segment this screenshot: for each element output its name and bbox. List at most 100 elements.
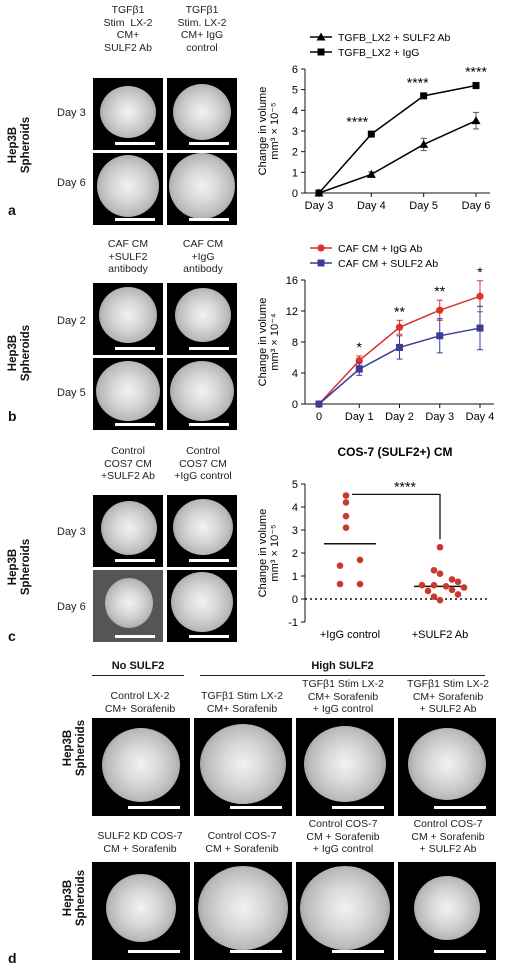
significance-label: **	[434, 283, 445, 299]
data-point	[342, 524, 350, 531]
significance-label: *	[357, 339, 363, 355]
panel-c-letter: c	[8, 628, 16, 644]
data-point	[454, 591, 462, 598]
significance-label: ****	[394, 478, 416, 494]
y-tick-label: 1	[292, 167, 298, 179]
data-point	[436, 306, 444, 314]
x-tick-label: +IgG control	[320, 629, 380, 641]
data-point	[448, 576, 456, 583]
data-point	[355, 365, 363, 373]
x-tick-label: Day 3	[425, 411, 454, 423]
panel-b-row2-label: Day 5	[57, 387, 86, 399]
panel-d-r2-c3-label: Control COS-7 CM + Sorafenib + IgG contr…	[306, 818, 380, 855]
y-tick-label: -1	[288, 617, 298, 629]
data-point	[420, 92, 428, 100]
data-point	[436, 543, 444, 551]
panel-d-row1-axis-label: Hep3B Spheroids	[62, 719, 87, 777]
data-point	[430, 593, 438, 600]
significance-label: ****	[465, 63, 487, 79]
data-point	[472, 82, 480, 90]
micrograph	[167, 358, 237, 430]
panel-d-r1-c2-label: TGFβ1 Stim LX-2 CM+ Sorafenib	[201, 690, 283, 715]
data-point	[471, 116, 481, 125]
y-tick-label: 16	[286, 275, 298, 287]
panel-d-r2-c1-label: SULF2 KD COS-7 CM + Sorafenib	[97, 830, 183, 855]
legend-label: CAF CM + SULF2 Ab	[338, 258, 438, 270]
y-axis-label: Change in volumemm³ × 10⁻⁵	[257, 87, 281, 176]
micrograph	[93, 495, 163, 567]
panel-d-letter: d	[8, 950, 17, 966]
legend-label: TGFB_LX2 + IgG	[338, 47, 419, 59]
panel-b-col1-label: CAF CM +SULF2 antibody	[107, 238, 149, 275]
data-point	[395, 323, 404, 331]
data-point	[436, 332, 444, 340]
x-tick-label: Day 1	[345, 411, 374, 423]
micrograph	[93, 358, 163, 430]
data-point	[454, 578, 462, 586]
micrograph	[167, 78, 237, 150]
significance-bracket	[352, 493, 441, 540]
panel-c-col1-label: Control COS7 CM +SULF2 Ab	[101, 445, 155, 482]
micrograph	[167, 283, 237, 355]
micrograph	[398, 718, 496, 816]
x-tick-label: Day 5	[409, 200, 438, 212]
x-tick-label: Day 4	[357, 200, 386, 212]
chart-c: COS-7 (SULF2+) CM -1 0 1 2 3 4 5 Change in volum…	[257, 445, 490, 641]
data-point	[436, 596, 444, 604]
micrograph	[167, 495, 237, 567]
panel-b-letter: b	[8, 408, 17, 424]
panel-d-r2-c2-label: Control COS-7 CM + Sorafenib	[205, 830, 279, 855]
panel-d-group1-label: No SULF2	[111, 660, 165, 672]
y-axis-label: Change in volumemm³ × 10⁻⁵	[257, 509, 281, 598]
panel-d-r2-c4-label: Control COS-7 CM + Sorafenib + SULF2 Ab	[411, 818, 485, 855]
significance-label: *	[477, 264, 483, 280]
data-point	[342, 512, 350, 520]
micrograph	[93, 283, 163, 355]
significance-label: ****	[346, 113, 368, 129]
legend-label: TGFB_LX2 + SULF2 Ab	[338, 32, 451, 44]
y-tick-label: 0	[292, 188, 298, 200]
data-point	[336, 580, 344, 588]
chart-b: 0 4 8 12 16 0 Day 1 Day 2 Day 3 Day 4 Change in vo…	[257, 243, 495, 423]
micrograph	[92, 862, 190, 960]
y-tick-label: 3	[292, 126, 298, 138]
y-tick-label: 4	[292, 105, 298, 117]
y-tick-label: 12	[286, 306, 298, 318]
data-point	[342, 499, 350, 506]
data-point	[424, 587, 432, 595]
y-tick-label: 1	[292, 571, 298, 583]
series-line	[318, 119, 477, 194]
data-point	[430, 566, 438, 574]
data-point	[367, 130, 375, 138]
y-tick-label: 0	[292, 594, 298, 606]
legend-label: CAF CM + IgG Ab	[338, 243, 422, 255]
panel-a-col2-label: TGFβ1 Stim. LX-2 CM+ IgG control	[177, 4, 227, 54]
data-point	[342, 492, 350, 499]
panel-d-group2-label: High SULF2	[311, 660, 374, 672]
y-tick-label: 3	[292, 525, 298, 537]
y-tick-label: 4	[292, 368, 298, 380]
x-tick-label: Day 3	[305, 200, 334, 212]
legend-marker	[317, 48, 325, 56]
data-point	[356, 580, 364, 588]
panel-a-row2-label: Day 6	[57, 177, 86, 189]
micrograph	[194, 862, 292, 960]
data-point	[336, 562, 344, 569]
micrograph	[93, 153, 163, 225]
panel-d-r1-c1-label: Control LX-2 CM+ Sorafenib	[104, 690, 176, 715]
x-tick-label: Day 4	[466, 411, 495, 423]
micrograph	[167, 570, 237, 642]
y-tick-label: 4	[292, 502, 298, 514]
group-divider	[200, 675, 485, 676]
y-tick-label: 2	[292, 548, 298, 560]
data-point	[355, 357, 363, 365]
legend-marker	[316, 32, 326, 41]
data-point	[476, 292, 484, 300]
y-tick-label: 8	[292, 337, 298, 349]
data-point	[315, 400, 323, 408]
data-point	[396, 343, 403, 351]
data-point	[442, 583, 450, 590]
significance-label: ****	[407, 74, 429, 90]
legend-marker	[317, 259, 325, 267]
data-point	[356, 556, 364, 564]
